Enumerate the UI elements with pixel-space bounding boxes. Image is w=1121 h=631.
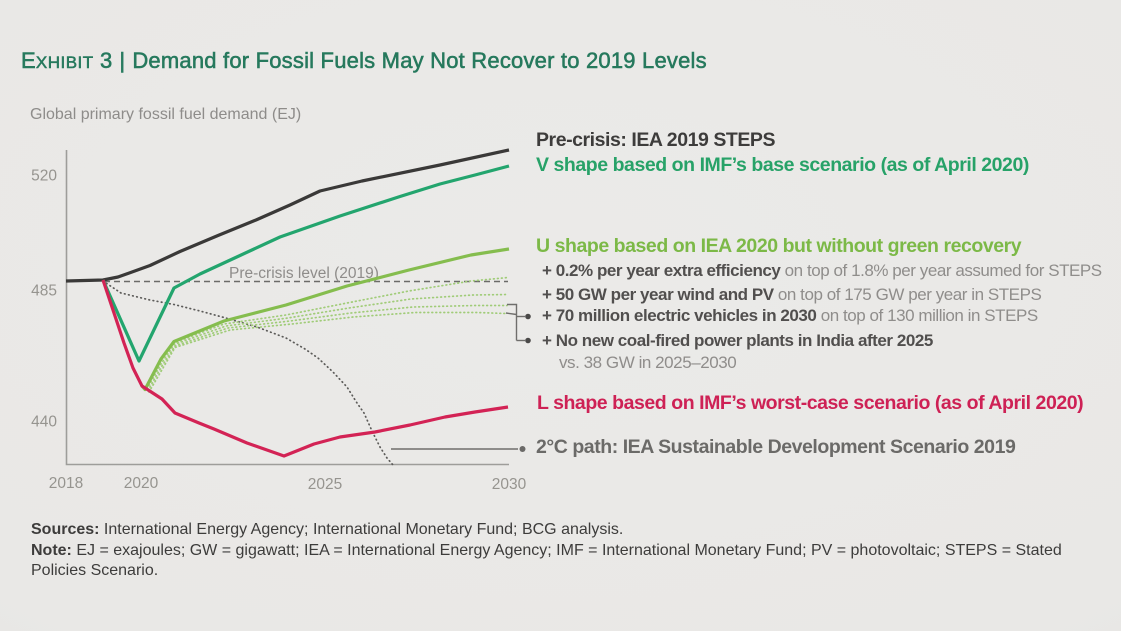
svg-text:2018: 2018 bbox=[49, 475, 83, 492]
svg-text:520: 520 bbox=[31, 168, 57, 185]
svg-text:2025: 2025 bbox=[308, 476, 342, 493]
svg-text:2030: 2030 bbox=[492, 476, 527, 493]
svg-text:Pre-crisis level (2019): Pre-crisis level (2019) bbox=[229, 265, 379, 282]
svg-text:2020: 2020 bbox=[124, 475, 159, 492]
svg-text:485: 485 bbox=[31, 283, 57, 300]
svg-text:440: 440 bbox=[31, 414, 57, 431]
